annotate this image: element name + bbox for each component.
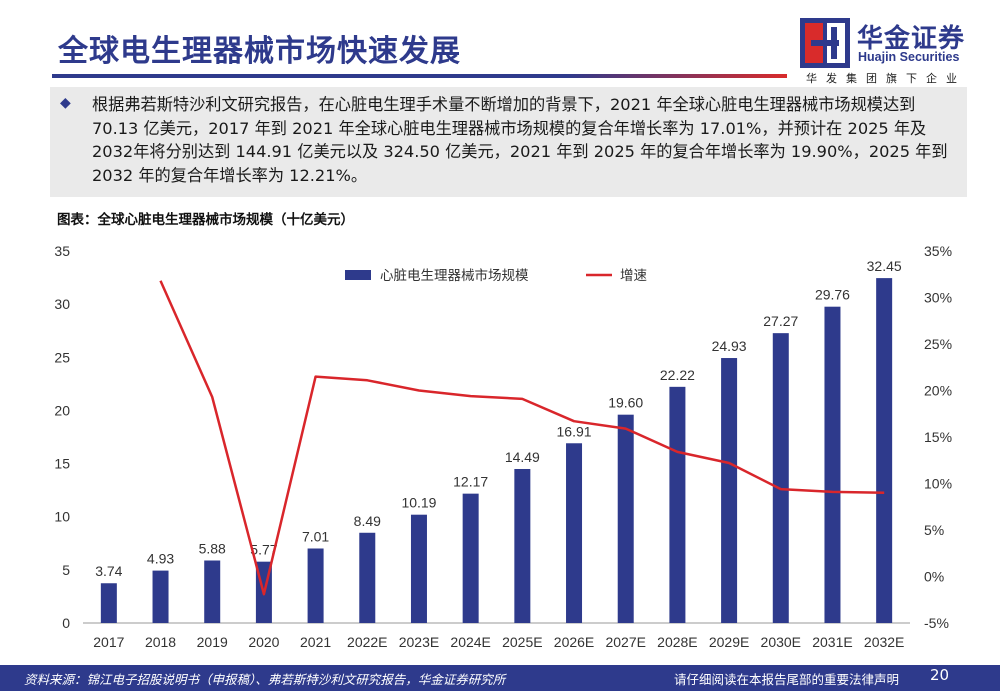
- y-right-tick-label: 35%: [924, 243, 952, 259]
- figure-caption: 图表：全球心脏电生理器械市场规模（十亿美元）: [57, 212, 354, 228]
- x-tick-label: 2020: [248, 634, 279, 650]
- legend-line-label: 增速: [620, 268, 647, 284]
- x-tick-label: 2027E: [605, 634, 645, 650]
- page-title: 全球电生理器械市场快速发展: [58, 34, 461, 69]
- bar: [566, 443, 583, 623]
- y-left-tick-label: 35: [54, 243, 70, 259]
- bar-data-label: 14.49: [505, 449, 540, 465]
- bar: [359, 532, 376, 623]
- y-left-tick-label: 20: [54, 402, 70, 418]
- bar: [204, 560, 221, 623]
- bar-data-label: 19.60: [608, 395, 643, 411]
- logo-name-cn: 华金证券: [857, 24, 966, 54]
- bar-data-label: 7.01: [302, 528, 329, 544]
- y-right-tick-label: 20%: [924, 383, 952, 399]
- bar: [514, 468, 531, 623]
- y-right-tick-label: 10%: [924, 476, 952, 492]
- x-tick-label: 2030E: [761, 634, 801, 650]
- bar: [669, 386, 686, 623]
- bar-data-label: 27.27: [763, 313, 798, 329]
- bar-data-label: 12.17: [453, 474, 488, 490]
- bar-data-label: 8.49: [354, 513, 381, 529]
- x-tick-label: 2023E: [399, 634, 439, 650]
- x-tick-label: 2028E: [657, 634, 697, 650]
- growth-rate-line: [159, 280, 885, 596]
- source-note: 资料来源：锦江电子招股说明书（申报稿）、弗若斯特沙利文研究报告，华金证券研究所: [24, 672, 506, 687]
- bar-data-label: 5.77: [250, 542, 277, 558]
- y-left-tick-label: 10: [54, 509, 70, 525]
- bar: [307, 548, 324, 623]
- summary-text: 根据弗若斯特沙利文研究报告，在心脏电生理手术量不断增加的背景下，2021 年全球…: [92, 95, 948, 185]
- x-tick-label: 2019: [197, 634, 228, 650]
- y-left-tick-label: 0: [62, 615, 70, 631]
- legal-notice: 请仔细阅读在本报告尾部的重要法律声明: [674, 672, 900, 687]
- y-left-tick-label: 5: [62, 562, 70, 578]
- y-left-tick-label: 15: [54, 456, 70, 472]
- y-left-tick-label: 30: [54, 296, 70, 312]
- bar-data-label: 10.19: [401, 495, 436, 511]
- page-number: 20: [930, 666, 950, 684]
- x-tick-label: 2029E: [709, 634, 749, 650]
- x-tick-label: 2017: [93, 634, 124, 650]
- x-tick-label: 2021: [300, 634, 331, 650]
- legend-bar-label: 心脏电生理器械市场规模: [380, 267, 529, 284]
- summary-box: ◆ 根据弗若斯特沙利文研究报告，在心脏电生理手术量不断增加的背景下，2021 年…: [50, 87, 967, 197]
- bar: [721, 358, 738, 623]
- y-right-tick-label: 5%: [924, 522, 944, 538]
- bar: [100, 583, 117, 623]
- bar-data-label: 22.22: [660, 367, 695, 383]
- legend-bar-swatch: [345, 270, 371, 280]
- y-left-tick-label: 25: [54, 349, 70, 365]
- y-right-tick-label: -5%: [924, 615, 949, 631]
- bar-data-label: 5.88: [199, 541, 226, 557]
- x-tick-label: 2018: [145, 634, 176, 650]
- bar: [876, 278, 893, 623]
- y-right-tick-label: 30%: [924, 290, 952, 306]
- bar-data-label: 3.74: [95, 563, 122, 579]
- bar: [410, 514, 427, 623]
- logo-mark-icon: [800, 18, 850, 68]
- logo-name-en: Huajin Securities: [858, 50, 960, 64]
- footer-bar: [0, 665, 1000, 691]
- x-tick-label: 2025E: [502, 634, 542, 650]
- bar-data-label: 16.91: [557, 423, 592, 439]
- bar-data-label: 32.45: [867, 258, 902, 274]
- x-tick-label: 2031E: [812, 634, 852, 650]
- x-tick-label: 2026E: [554, 634, 594, 650]
- company-logo: 华金证券 Huajin Securities 华发集团旗下企业: [800, 16, 985, 86]
- y-right-tick-label: 15%: [924, 429, 952, 445]
- bar: [824, 306, 841, 623]
- bar-data-label: 24.93: [712, 338, 747, 354]
- x-tick-label: 2022E: [347, 634, 387, 650]
- logo-subtitle: 华发集团旗下企业: [806, 72, 966, 85]
- bar-data-label: 29.76: [815, 287, 850, 303]
- diamond-bullet-icon: ◆: [60, 95, 71, 111]
- x-tick-label: 2032E: [864, 634, 904, 650]
- y-right-tick-label: 25%: [924, 336, 952, 352]
- bar-data-label: 4.93: [147, 551, 174, 567]
- bar: [462, 493, 479, 623]
- title-underline: [52, 74, 787, 78]
- y-right-tick-label: 0%: [924, 569, 944, 585]
- bar: [617, 414, 634, 623]
- bar: [152, 570, 169, 623]
- bar: [772, 333, 789, 623]
- x-tick-label: 2024E: [450, 634, 490, 650]
